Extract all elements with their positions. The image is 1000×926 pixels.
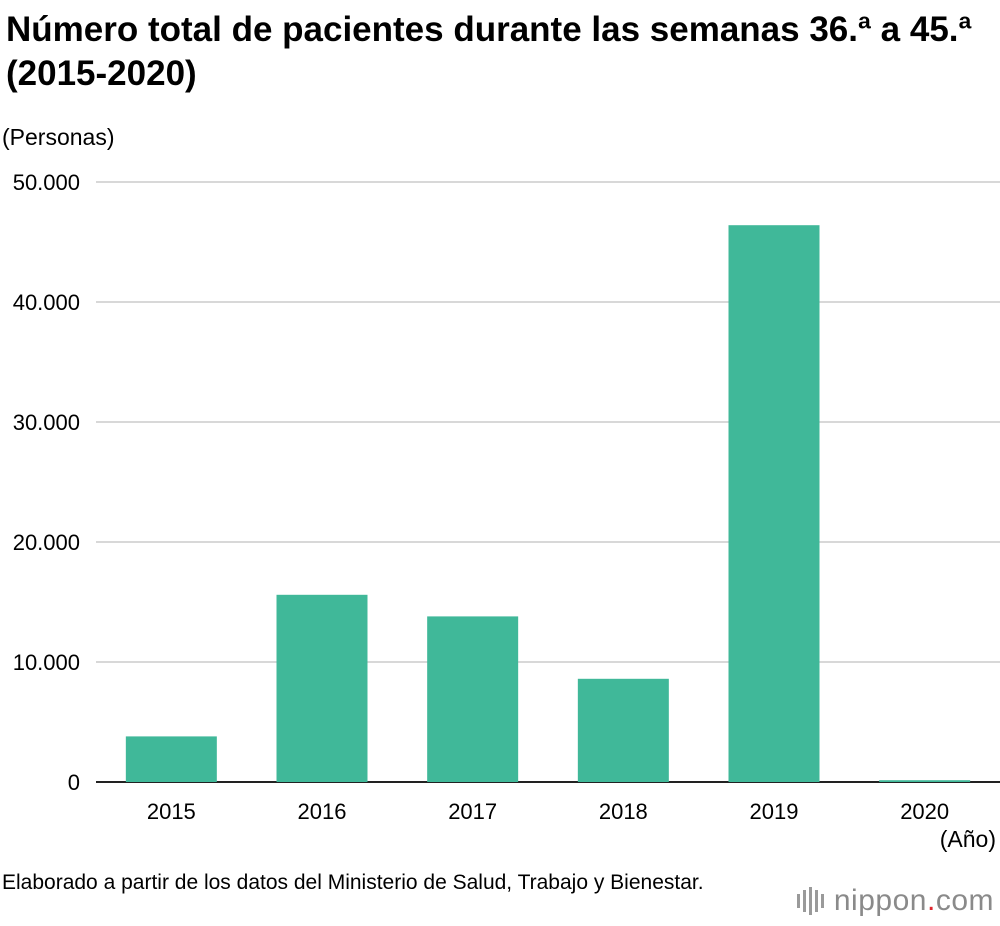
x-tick-label: 2016 bbox=[298, 799, 347, 824]
bar bbox=[728, 225, 820, 782]
x-axis-unit-label: (Año) bbox=[939, 826, 996, 852]
logo-dot: . bbox=[926, 884, 936, 917]
y-tick-label: 20.000 bbox=[13, 530, 80, 555]
y-tick-label: 0 bbox=[68, 770, 80, 795]
x-tick-label: 2018 bbox=[599, 799, 648, 824]
bar bbox=[125, 736, 217, 782]
bar bbox=[276, 594, 368, 782]
logo-text: nippon bbox=[833, 884, 927, 917]
x-tick-label: 2017 bbox=[448, 799, 497, 824]
source-note: Elaborado a partir de los datos del Mini… bbox=[2, 871, 704, 894]
bar bbox=[427, 616, 519, 782]
y-axis-unit-label: (Personas) bbox=[2, 124, 115, 150]
bar bbox=[879, 780, 971, 782]
y-tick-label: 10.000 bbox=[13, 650, 80, 675]
bar bbox=[577, 678, 669, 782]
y-tick-label: 50.000 bbox=[13, 170, 80, 195]
logo-tld: com bbox=[935, 884, 994, 917]
y-tick-label: 40.000 bbox=[13, 290, 80, 315]
logo-bars-icon bbox=[796, 887, 824, 915]
chart-title: Número total de pacientes durante las se… bbox=[6, 10, 972, 93]
x-tick-label: 2020 bbox=[900, 799, 949, 824]
y-tick-label: 30.000 bbox=[13, 410, 80, 435]
x-tick-label: 2019 bbox=[750, 799, 799, 824]
x-tick-label: 2015 bbox=[147, 799, 196, 824]
nippon-logo: nippon. com bbox=[796, 884, 994, 918]
